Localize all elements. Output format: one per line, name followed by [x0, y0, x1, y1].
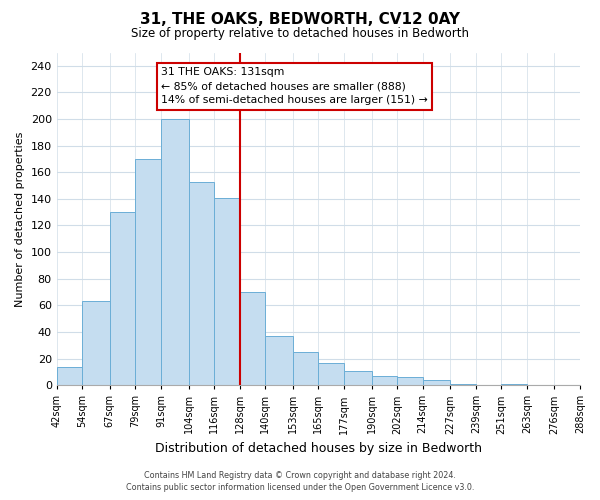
Bar — [188, 182, 214, 385]
Text: Contains HM Land Registry data © Crown copyright and database right 2024.
Contai: Contains HM Land Registry data © Crown c… — [126, 471, 474, 492]
X-axis label: Distribution of detached houses by size in Bedworth: Distribution of detached houses by size … — [155, 442, 482, 455]
Bar — [136, 159, 161, 385]
Bar — [397, 377, 422, 385]
Bar — [56, 366, 82, 385]
Bar — [293, 352, 319, 385]
Bar — [371, 376, 397, 385]
Bar — [501, 384, 527, 385]
Bar — [110, 212, 136, 385]
Bar — [239, 292, 265, 385]
Bar — [344, 370, 371, 385]
Text: Size of property relative to detached houses in Bedworth: Size of property relative to detached ho… — [131, 28, 469, 40]
Bar — [265, 336, 293, 385]
Text: 31, THE OAKS, BEDWORTH, CV12 0AY: 31, THE OAKS, BEDWORTH, CV12 0AY — [140, 12, 460, 28]
Bar — [214, 198, 239, 385]
Bar — [161, 119, 188, 385]
Text: 31 THE OAKS: 131sqm
← 85% of detached houses are smaller (888)
14% of semi-detac: 31 THE OAKS: 131sqm ← 85% of detached ho… — [161, 68, 428, 106]
Bar — [82, 302, 110, 385]
Bar — [422, 380, 450, 385]
Bar — [450, 384, 476, 385]
Y-axis label: Number of detached properties: Number of detached properties — [15, 131, 25, 306]
Bar — [319, 362, 344, 385]
